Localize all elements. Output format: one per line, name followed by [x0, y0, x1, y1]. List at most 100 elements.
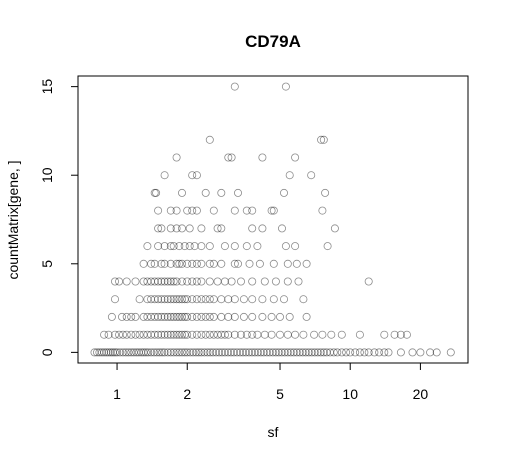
data-point — [172, 224, 181, 233]
data-point — [177, 277, 186, 286]
data-point — [294, 277, 303, 286]
data-point — [384, 348, 393, 357]
data-point — [163, 330, 172, 339]
data-point — [209, 259, 218, 268]
data-point — [230, 259, 239, 268]
data-point — [183, 277, 192, 286]
data-point — [192, 171, 201, 180]
data-point — [224, 312, 233, 321]
data-point — [224, 295, 233, 304]
data-point — [310, 330, 319, 339]
data-point — [342, 348, 351, 357]
data-point — [154, 312, 163, 321]
data-point — [364, 277, 373, 286]
data-point — [169, 348, 178, 357]
data-point — [267, 330, 276, 339]
data-point — [205, 259, 214, 268]
data-point — [201, 188, 210, 197]
data-point — [175, 330, 184, 339]
data-point — [192, 330, 201, 339]
data-point — [188, 295, 197, 304]
data-point — [188, 259, 197, 268]
x-axis-label: sf — [268, 424, 279, 440]
data-point — [326, 348, 335, 357]
data-point — [154, 206, 163, 215]
data-point — [432, 348, 441, 357]
data-point — [268, 348, 277, 357]
data-point — [163, 312, 172, 321]
data-point — [239, 312, 248, 321]
data-point — [111, 295, 120, 304]
data-point — [139, 348, 148, 357]
data-point — [163, 277, 172, 286]
data-point — [106, 348, 115, 357]
data-point — [277, 224, 286, 233]
data-point — [150, 277, 159, 286]
data-point — [224, 153, 233, 162]
data-point — [291, 242, 300, 251]
data-point — [402, 330, 411, 339]
data-point — [157, 312, 166, 321]
data-point — [160, 242, 169, 251]
data-point — [275, 330, 284, 339]
data-point — [316, 348, 325, 357]
data-point — [255, 259, 264, 268]
data-point — [279, 295, 288, 304]
data-point — [177, 330, 186, 339]
data-point — [329, 348, 338, 357]
data-point — [333, 348, 342, 357]
data-point — [152, 188, 161, 197]
data-point — [238, 348, 247, 357]
data-point — [135, 330, 144, 339]
data-point — [248, 330, 257, 339]
data-point — [172, 153, 181, 162]
data-point — [160, 348, 169, 357]
data-point — [375, 348, 384, 357]
y-axis-label: countMatrix[gene, ] — [5, 160, 21, 279]
data-point — [100, 330, 109, 339]
data-point — [213, 224, 222, 233]
data-point — [233, 188, 242, 197]
data-point — [166, 295, 175, 304]
data-point — [183, 259, 192, 268]
data-point — [318, 206, 327, 215]
data-point — [169, 312, 178, 321]
data-point — [285, 312, 294, 321]
data-point — [229, 348, 238, 357]
data-point — [172, 330, 181, 339]
x-tick-label: 5 — [276, 386, 284, 402]
data-point — [337, 330, 346, 339]
data-point — [150, 330, 159, 339]
data-point — [154, 295, 163, 304]
data-point — [116, 348, 125, 357]
data-point — [364, 348, 373, 357]
data-point — [253, 242, 262, 251]
x-tick-label: 10 — [342, 386, 358, 402]
data-point — [217, 224, 226, 233]
data-point — [166, 330, 175, 339]
data-point — [380, 348, 389, 357]
data-point — [172, 312, 181, 321]
data-point — [271, 348, 280, 357]
data-point — [304, 348, 313, 357]
data-point — [205, 277, 214, 286]
data-point — [119, 330, 128, 339]
x-tick-label: 20 — [413, 386, 429, 402]
data-point — [197, 295, 206, 304]
data-point — [408, 348, 417, 357]
data-point — [201, 295, 210, 304]
data-point — [285, 171, 294, 180]
data-point — [169, 277, 178, 286]
data-point — [201, 330, 210, 339]
data-point — [426, 348, 435, 357]
data-point — [160, 312, 169, 321]
data-point — [253, 330, 262, 339]
data-point — [226, 348, 235, 357]
data-point — [139, 330, 148, 339]
data-point — [147, 259, 156, 268]
data-point — [177, 312, 186, 321]
data-point — [307, 171, 316, 180]
data-point — [183, 330, 192, 339]
data-point — [205, 135, 214, 144]
data-point — [390, 330, 399, 339]
